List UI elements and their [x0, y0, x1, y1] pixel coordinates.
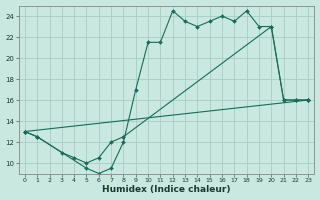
X-axis label: Humidex (Indice chaleur): Humidex (Indice chaleur) — [102, 185, 231, 194]
